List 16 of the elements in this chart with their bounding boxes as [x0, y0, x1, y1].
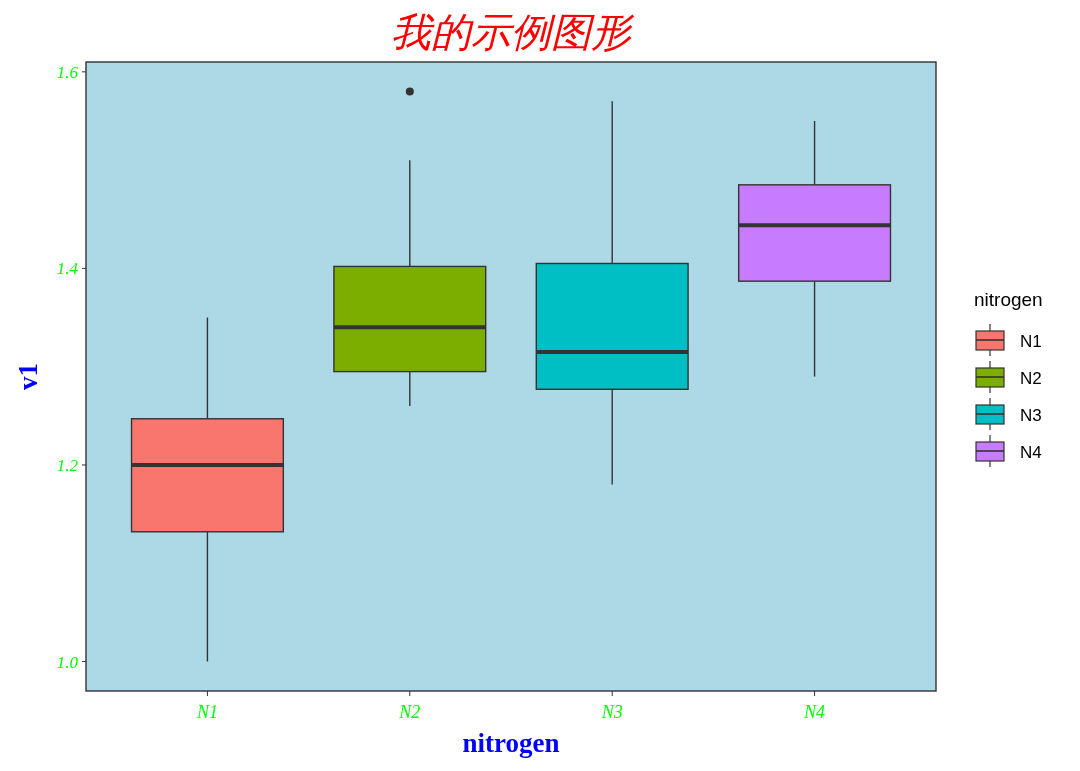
legend-label: N4: [1020, 443, 1042, 462]
legend-label: N2: [1020, 369, 1042, 388]
x-tick-label: N3: [600, 702, 623, 722]
y-tick-label: 1.0: [56, 652, 79, 672]
x-axis-title: nitrogen: [462, 728, 560, 758]
legend-title: nitrogen: [974, 289, 1043, 310]
chart-title: 我的示例图形: [391, 10, 635, 55]
legend-label: N1: [1020, 332, 1042, 351]
y-tick-label: 1.2: [56, 455, 79, 475]
legend-label: N3: [1020, 406, 1042, 425]
x-tick-label: N2: [398, 702, 421, 722]
y-tick-label: 1.4: [56, 259, 79, 279]
x-tick-label: N4: [803, 702, 826, 722]
x-tick-label: N1: [195, 702, 218, 722]
y-tick-label: 1.6: [56, 62, 79, 82]
y-axis-title: v1: [13, 363, 43, 390]
